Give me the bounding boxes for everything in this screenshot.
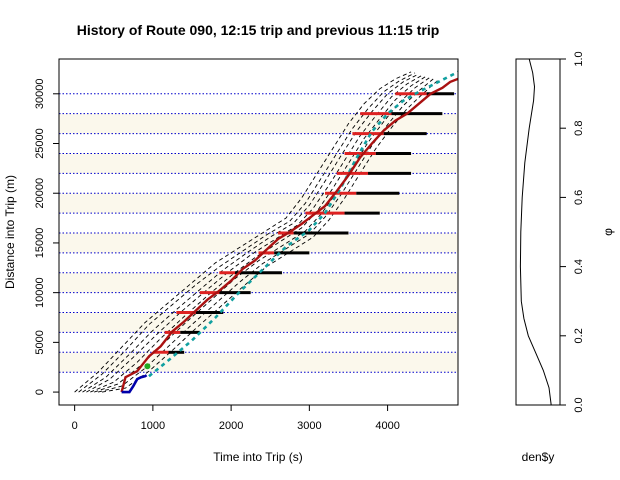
y-axis-label: Distance into Trip (m) [3, 175, 17, 289]
y-axis-ticks: 0 5000 10000 15000 20000 25000 30000 [34, 79, 59, 395]
phi-tick-label: 0.0 [573, 397, 585, 412]
main-plot-frame [58, 58, 459, 406]
x-axis-label: Time into Trip (s) [213, 450, 303, 464]
y-tick-label: 10000 [34, 277, 46, 308]
history-trip-line [74, 71, 412, 393]
current-trip-line [121, 374, 148, 394]
segment-band [59, 153, 458, 174]
segment-band [59, 193, 458, 214]
prediction-line [148, 70, 458, 378]
current-position-marker [144, 363, 151, 370]
x-tick-label: 1000 [141, 420, 165, 432]
phi-tick-label: 0.2 [573, 328, 585, 343]
history-trip-line [90, 75, 427, 393]
phi-axis-ticks: 0.0 0.2 0.4 0.6 0.8 1.0 [560, 51, 585, 413]
segment-band [59, 352, 458, 373]
main-plot-area: 0 1000 2000 3000 4000 0 5000 10000 15000 20000 25… [34, 58, 459, 432]
x-tick-label: 0 [72, 420, 78, 432]
previous-trip-line [120, 77, 458, 393]
phi-tick-label: 0.8 [573, 121, 585, 136]
x-tick-label: 3000 [297, 420, 321, 432]
history-trip-line [97, 77, 435, 393]
history-trip-line [94, 76, 431, 393]
y-tick-label: 20000 [34, 178, 46, 209]
x-axis-ticks: 0 1000 2000 3000 4000 [72, 405, 400, 432]
trip-series [120, 70, 458, 394]
x-tick-label: 4000 [375, 420, 399, 432]
y-tick-label: 5000 [34, 330, 46, 354]
segment-band [59, 113, 458, 134]
dwell-segments [152, 92, 455, 354]
y-tick-label: 30000 [34, 79, 46, 110]
segment-band [59, 312, 458, 333]
phi-axis-label: φ [601, 228, 615, 236]
chart-title: History of Route 090, 12:15 trip and pre… [77, 22, 440, 38]
density-x-label: den$y [522, 450, 555, 464]
density-curve [519, 58, 552, 406]
segment-bands [59, 113, 458, 373]
density-plot-frame [515, 58, 561, 406]
density-plot-area: 0.0 0.2 0.4 0.6 0.8 1.0 [515, 51, 585, 413]
y-tick-label: 0 [34, 389, 46, 395]
phi-tick-label: 1.0 [573, 51, 585, 66]
phi-tick-label: 0.4 [573, 259, 585, 274]
segment-band [59, 272, 458, 293]
segment-band [59, 232, 458, 253]
history-trip-line [78, 72, 416, 393]
y-tick-label: 15000 [34, 228, 46, 259]
phi-tick-label: 0.6 [573, 190, 585, 205]
y-tick-label: 25000 [34, 128, 46, 159]
x-tick-label: 2000 [219, 420, 243, 432]
